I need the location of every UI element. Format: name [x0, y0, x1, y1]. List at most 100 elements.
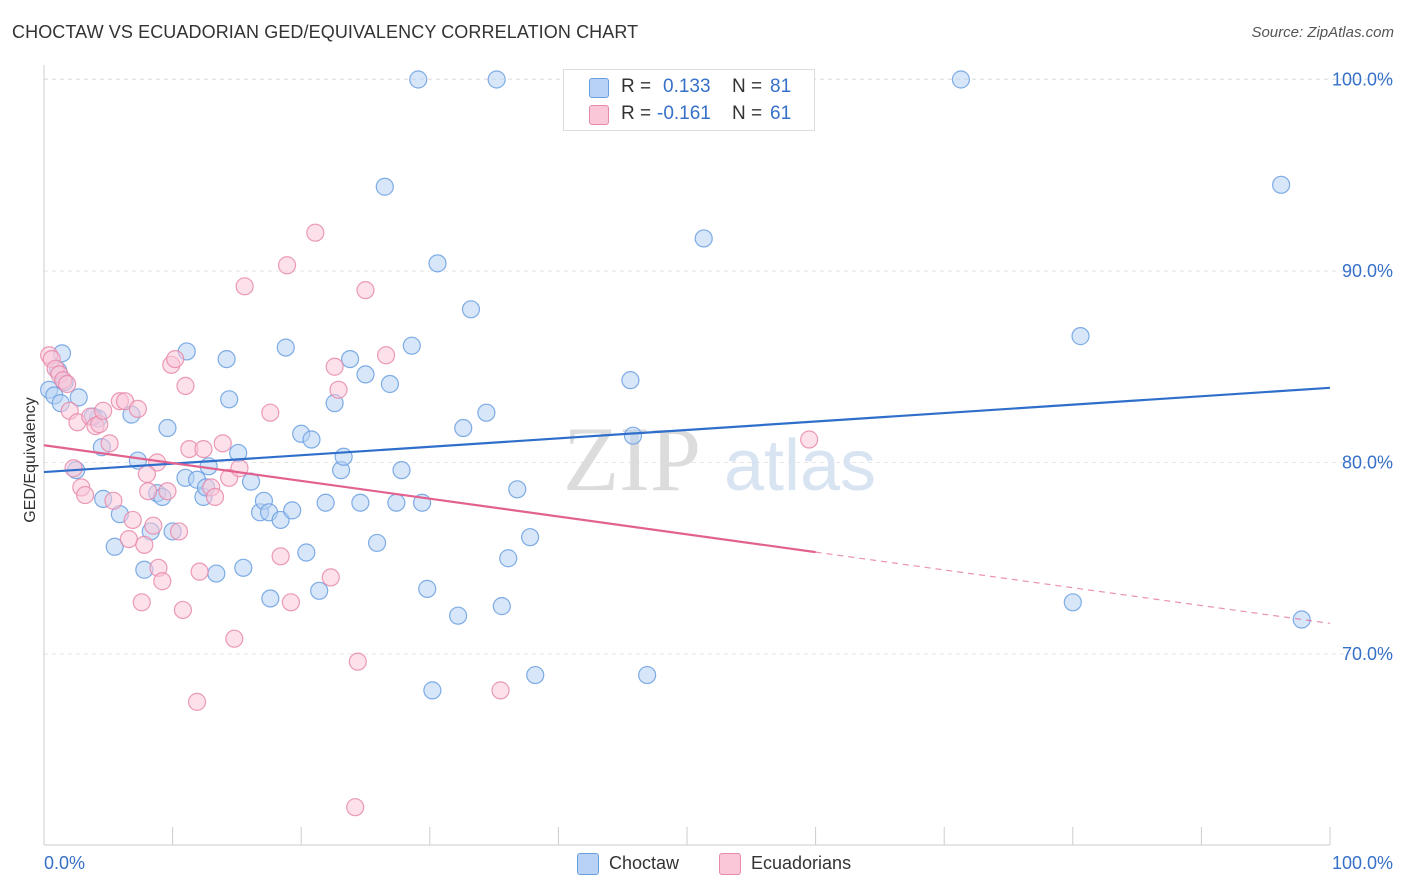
legend-n-label: N =: [732, 76, 763, 97]
choctaw-point: [220, 390, 239, 409]
choctaw-point: [302, 430, 321, 449]
legend-r-label: R =: [621, 76, 652, 97]
ecuadorians-point: [76, 485, 95, 505]
choctaw-point: [234, 558, 253, 577]
legend-swatch-choctaw: [589, 78, 609, 98]
legend-r-value: -0.161: [657, 103, 711, 124]
ecuadorians-point: [137, 464, 156, 484]
y-tick-label: 80.0%: [1342, 453, 1393, 473]
ecuadorians-point: [58, 374, 77, 394]
ecuadorians-point: [213, 434, 232, 453]
ecuadorians-point: [128, 399, 147, 418]
ecuadorians-point: [306, 223, 325, 242]
legend-label-choctaw: Choctaw: [609, 853, 680, 873]
choctaw-point: [316, 493, 335, 512]
legend-r-label: R =: [621, 103, 652, 124]
ecuadorians-point: [225, 629, 244, 648]
choctaw-point: [69, 388, 88, 407]
legend-n-value: 61: [770, 103, 792, 124]
choctaw-point: [367, 533, 387, 553]
ecuadorians-point: [166, 349, 185, 369]
choctaw-point: [217, 349, 236, 369]
ecuadorians-point: [800, 430, 819, 449]
choctaw-point: [334, 447, 353, 466]
choctaw-point: [461, 300, 481, 319]
watermark-atlas: atlas: [724, 426, 876, 506]
choctaw-point: [1071, 327, 1090, 346]
choctaw-point: [487, 70, 506, 89]
choctaw-point: [428, 254, 447, 273]
choctaw-point: [380, 374, 400, 394]
choctaw-point: [409, 70, 428, 89]
ecuadorians-point: [132, 593, 151, 612]
tick-labels: 70.0% 80.0% 90.0% 100.0% 0.0% 100.0%: [44, 70, 1393, 874]
choctaw-point: [276, 338, 295, 357]
choctaw-point: [283, 501, 302, 520]
choctaw-point: [1292, 610, 1311, 629]
ecuadorians-point: [321, 568, 340, 587]
choctaw-point: [356, 365, 375, 384]
legend-r-value: 0.133: [663, 76, 711, 97]
choctaw-point: [387, 493, 406, 512]
ecuadorians-point: [271, 547, 290, 566]
ecuadorians-point: [144, 516, 163, 535]
x-tick-label: 100.0%: [1332, 853, 1393, 873]
ecuadorians-point: [261, 403, 280, 422]
choctaw-point: [351, 493, 370, 512]
y-axis-label: GED/Equivalency: [22, 397, 39, 522]
choctaw-point: [310, 581, 329, 600]
watermark: ZIP atlas: [563, 408, 876, 510]
choctaw-point: [375, 177, 394, 196]
ecuadorians-point: [100, 434, 119, 453]
ecuadorians-trend-line-extension: [815, 551, 1331, 624]
ecuadorians-point: [153, 572, 172, 591]
axes: [43, 65, 1331, 846]
choctaw-point: [508, 480, 527, 499]
ecuadorians-point: [329, 380, 348, 399]
ecuadorians-point: [158, 482, 177, 501]
y-tick-label: 70.0%: [1342, 644, 1393, 664]
trend-lines: [43, 386, 1331, 624]
choctaw-point: [454, 418, 473, 438]
ecuadorians-point: [169, 522, 189, 541]
ecuadorians-point: [64, 459, 83, 478]
ecuadorians-point: [346, 798, 365, 817]
choctaw-point: [261, 589, 280, 608]
choctaw-point: [621, 371, 640, 390]
choctaw-trend-line: [43, 386, 1331, 474]
choctaw-point: [1063, 593, 1082, 612]
ecuadorians-point: [491, 681, 510, 700]
choctaw-point: [402, 336, 421, 355]
ecuadorians-point: [325, 357, 344, 376]
ecuadorians-point: [139, 482, 158, 501]
choctaw-point: [499, 549, 518, 568]
choctaw-point: [638, 665, 657, 685]
choctaw-point: [423, 681, 442, 700]
y-tick-label: 90.0%: [1342, 261, 1393, 281]
ecuadorians-point: [176, 376, 195, 395]
ecuadorians-point: [281, 593, 301, 612]
choctaw-point: [297, 543, 316, 562]
ecuadorians-point: [94, 401, 113, 420]
legend-swatch-ecuadorians: [589, 105, 609, 125]
data-points: [40, 70, 1311, 817]
correlation-legend: R = 0.133 N = 81 R = -0.161 N = 61: [563, 69, 815, 131]
ecuadorians-trend-line: [43, 444, 816, 554]
ecuadorians-point: [277, 256, 297, 275]
choctaw-point: [340, 349, 360, 369]
choctaw-point: [418, 579, 437, 598]
choctaw-point: [492, 597, 511, 616]
ecuadorians-point: [190, 562, 209, 581]
ecuadorians-point: [104, 491, 123, 510]
y-tick-label: 100.0%: [1332, 70, 1393, 90]
source-label: Source: ZipAtlas.com: [1251, 24, 1394, 41]
choctaw-point: [521, 528, 540, 547]
choctaw-point: [158, 418, 177, 438]
choctaw-point: [207, 564, 226, 583]
legend-n-value: 81: [770, 76, 792, 97]
choctaw-point: [526, 665, 545, 685]
chart-title: CHOCTAW VS ECUADORIAN GED/EQUIVALENCY CO…: [12, 22, 639, 42]
choctaw-point: [1272, 175, 1291, 194]
choctaw-point: [105, 537, 124, 556]
